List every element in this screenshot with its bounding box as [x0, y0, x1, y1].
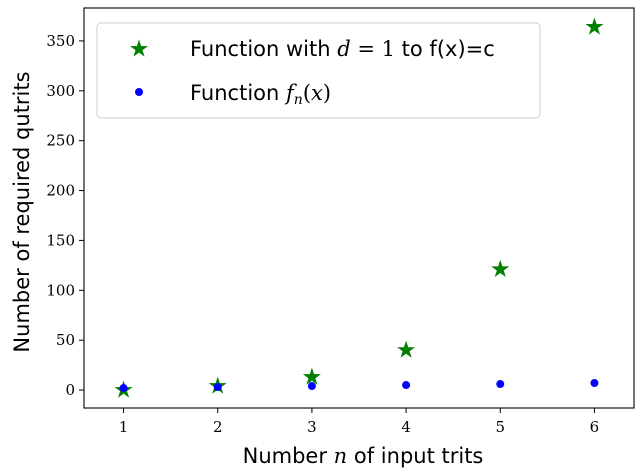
y-tick-label: 50	[56, 331, 75, 349]
data-point-circle	[213, 383, 222, 392]
data-point-circle	[590, 379, 599, 388]
data-point-star	[585, 17, 604, 35]
legend-entry-circle-series: Function fn(x)	[190, 81, 331, 108]
x-tick-label: 5	[495, 418, 505, 436]
legend-box	[96, 22, 541, 119]
data-point-star	[397, 340, 416, 358]
x-tick-label: 1	[119, 418, 129, 436]
y-tick-label: 350	[46, 32, 75, 50]
plot-frame	[83, 7, 635, 409]
ticks-layer: 1 2 3 4 5 6 0 50 100 150 200 250 300 350	[46, 32, 599, 436]
y-tick-label: 300	[46, 82, 75, 100]
data-point-circle	[119, 384, 128, 393]
x-axis-label: Number n of input trits	[243, 444, 484, 468]
x-tick-label: 4	[401, 418, 411, 436]
legend-star-icon	[129, 39, 149, 57]
marks-layer	[114, 17, 604, 398]
data-point-star	[491, 259, 510, 278]
y-axis-label: Number of required qutrits	[10, 71, 34, 352]
legend: Function with d = 1 to f(x)=c Function f…	[96, 22, 541, 119]
y-tick-label: 100	[46, 281, 75, 299]
legend-dot-icon	[135, 88, 143, 96]
y-tick-label: 0	[65, 381, 75, 399]
x-tick-label: 2	[213, 418, 223, 436]
x-tick-label: 6	[590, 418, 600, 436]
y-tick-label: 250	[46, 132, 75, 150]
y-tick-label: 150	[46, 231, 75, 249]
x-tick-label: 3	[307, 418, 317, 436]
data-point-circle	[496, 380, 505, 389]
legend-marker-circle	[135, 88, 143, 96]
legend-marker-star	[129, 39, 149, 57]
data-point-star	[302, 367, 321, 385]
series-circle	[119, 379, 599, 393]
data-point-circle	[307, 382, 316, 391]
data-point-circle	[402, 381, 411, 390]
legend-entry-star-series: Function with d = 1 to f(x)=c	[190, 37, 495, 61]
y-tick-label: 200	[46, 182, 75, 200]
